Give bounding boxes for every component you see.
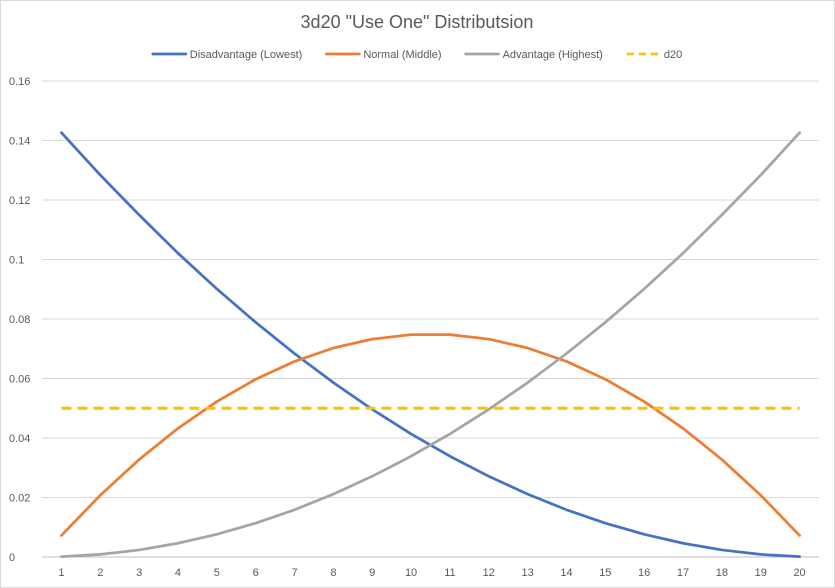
x-tick-label-4: 4	[175, 567, 181, 579]
y-axis-tick-labels: 0 0.02 0.04 0.06 0.08 0.1 0.12 0.14 0.16	[9, 76, 30, 564]
y-tick-label-2: 0.04	[9, 433, 30, 445]
y-tick-label-7: 0.14	[9, 136, 30, 148]
legend-item-0: Disadvantage (Lowest)	[151, 49, 303, 61]
x-tick-label-20: 20	[793, 567, 805, 579]
series-line-0	[60, 131, 801, 559]
legend: Disadvantage (Lowest) Normal (Middle) Adva…	[151, 49, 682, 61]
x-tick-label-1: 1	[58, 567, 64, 579]
x-tick-label-11: 11	[444, 567, 455, 579]
x-tick-label-10: 10	[405, 567, 417, 579]
x-tick-label-8: 8	[330, 567, 336, 579]
legend-item-1: Normal (Middle)	[324, 49, 442, 61]
y-tick-label-1: 0.02	[9, 493, 30, 505]
legend-label-2: Advantage (Highest)	[503, 49, 603, 61]
x-tick-label-14: 14	[560, 567, 572, 579]
x-tick-label-16: 16	[638, 567, 650, 579]
x-tick-label-15: 15	[599, 567, 611, 579]
series-line-2	[60, 131, 801, 559]
y-tick-label-6: 0.12	[9, 195, 30, 207]
gridlines	[42, 80, 819, 558]
legend-item-3: d20	[626, 49, 682, 61]
x-tick-label-17: 17	[677, 567, 689, 579]
legend-label-1: Normal (Middle)	[363, 49, 441, 61]
x-axis-tick-labels: 1 2 3 4 5 6 7 8 9 10 11 12 13 14 15 16 17 18 19 20	[58, 567, 805, 579]
x-tick-label-3: 3	[136, 567, 142, 579]
x-tick-label-12: 12	[483, 567, 495, 579]
y-tick-label-8: 0.16	[9, 76, 30, 88]
x-tick-label-7: 7	[291, 567, 297, 579]
x-tick-label-6: 6	[253, 567, 259, 579]
y-tick-label-3: 0.06	[9, 374, 30, 386]
x-tick-label-13: 13	[522, 567, 534, 579]
y-tick-label-0: 0	[9, 552, 15, 564]
chart-title: 3d20 "Use One" Distributsion	[301, 12, 534, 32]
legend-item-2: Advantage (Highest)	[464, 49, 603, 61]
series-lines	[60, 131, 801, 559]
x-tick-label-2: 2	[97, 567, 103, 579]
legend-label-3: d20	[664, 49, 682, 61]
series-line-1	[60, 333, 801, 537]
x-tick-label-18: 18	[716, 567, 728, 579]
y-tick-label-4: 0.08	[9, 314, 30, 326]
x-tick-label-5: 5	[214, 567, 220, 579]
y-tick-label-5: 0.1	[9, 255, 24, 267]
x-tick-label-9: 9	[369, 567, 375, 579]
x-tick-label-19: 19	[755, 567, 767, 579]
legend-label-0: Disadvantage (Lowest)	[190, 49, 303, 61]
